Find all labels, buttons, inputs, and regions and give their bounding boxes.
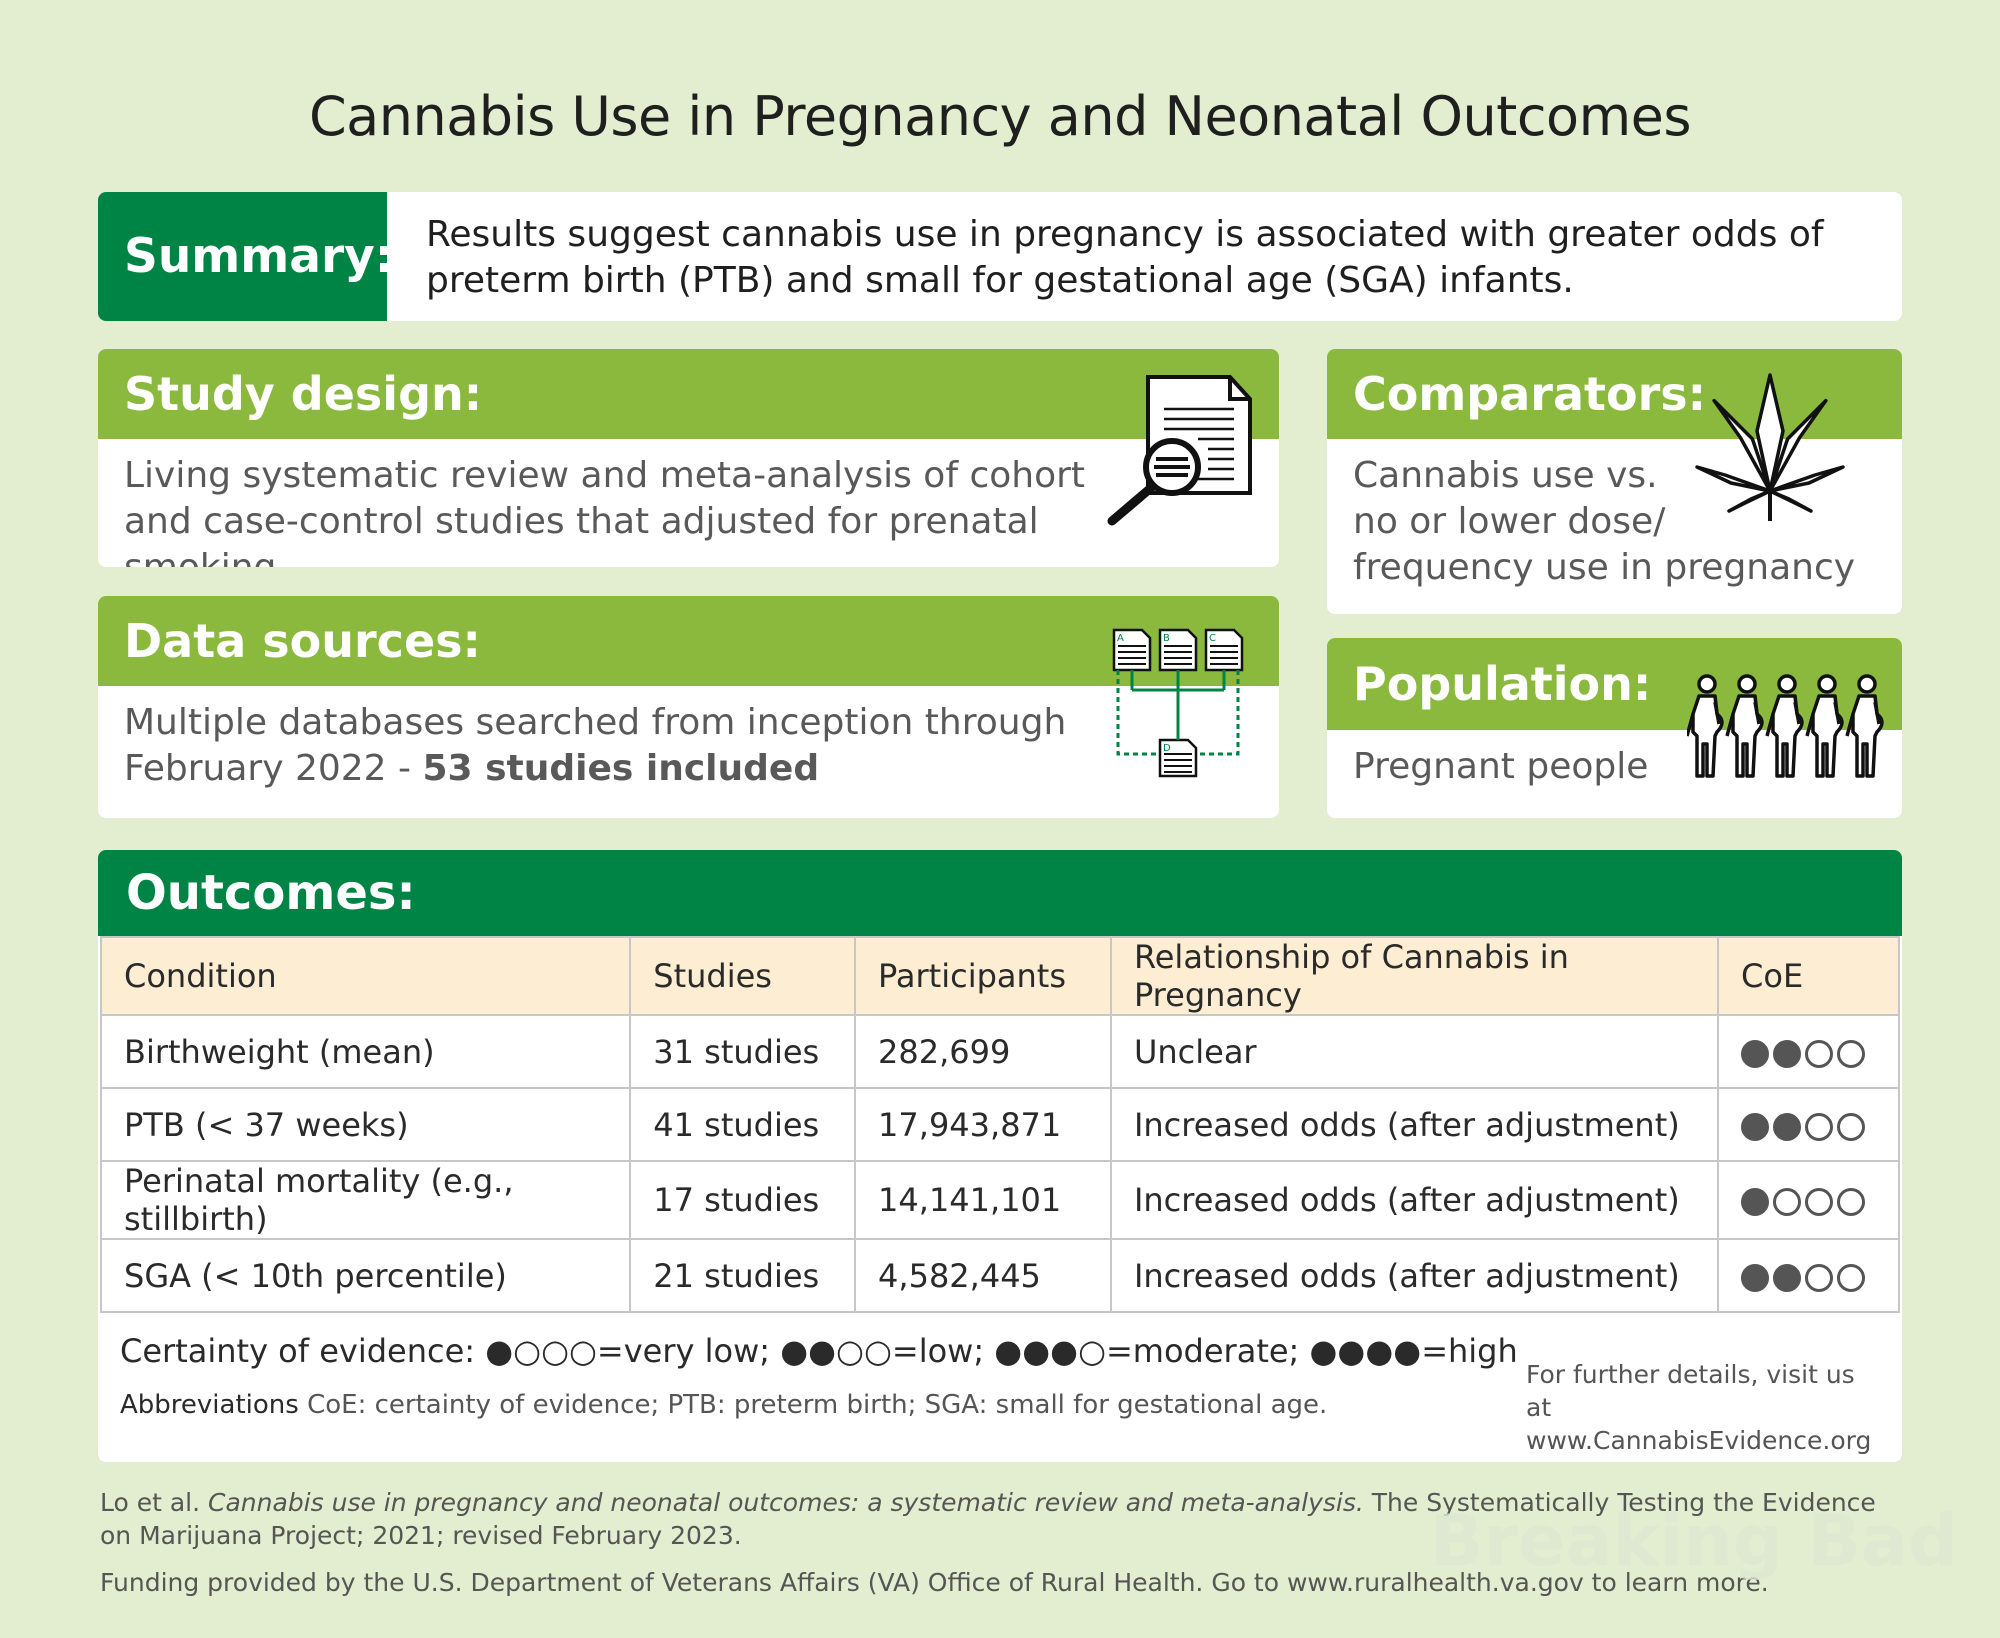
comparators-line-1: Cannabis use vs. [1353,455,1658,496]
data-sources-card: Data sources: Multiple databases searche… [98,596,1279,818]
website-link[interactable]: www.CannabisEvidence.org [1526,1426,1872,1455]
citation-rest: The Systematically Testing the Evidence … [100,1488,1876,1550]
citation: Lo et al. Cannabis use in pregnancy and … [100,1486,1900,1552]
population-header: Population: [1327,638,1902,730]
cell-condition: SGA (< 10th percentile) [99,1238,632,1313]
cell-coe [1717,1238,1900,1313]
watermark: Breaking Bad [1430,1500,1959,1582]
page-title: Cannabis Use in Pregnancy and Neonatal O… [308,85,1692,148]
empty-dot-icon [1805,1112,1834,1141]
summary-card: Summary: Results suggest cannabis use in… [98,192,1902,321]
outcomes-table: Condition Studies Participants Relations… [99,936,1900,1313]
summary-text: Results suggest cannabis use in pregnanc… [426,214,1824,301]
abbreviations: Abbreviations CoE: certainty of evidence… [120,1390,1327,1420]
abbreviations-label: Abbreviations [120,1390,299,1420]
empty-dot-icon [1805,1039,1834,1068]
empty-dot-icon [1805,1263,1834,1292]
cell-participants: 14,141,101 [854,1160,1112,1240]
database-documents-icon: A B C D [1112,628,1244,778]
cell-relationship: Increased odds (after adjustment) [1109,1087,1720,1162]
coe-dots [1741,1033,1869,1071]
filled-dot-icon [1773,1112,1802,1141]
filled-dot-icon [1773,1039,1802,1068]
document-magnifier-icon [1107,375,1252,526]
empty-dot-icon [1837,1263,1866,1292]
filled-dot-icon [1741,1039,1770,1068]
column-header-studies: Studies [629,936,857,1016]
empty-dot-icon [1837,1039,1866,1068]
comparators-line-3: frequency use in pregnancy [1353,547,1856,588]
coe-legend: Certainty of evidence: ●○○○=very low; ●●… [120,1332,1518,1370]
filled-dot-icon [1741,1112,1770,1141]
citation-author: Lo et al. [100,1488,209,1517]
pregnant-people-icon [1687,674,1884,778]
funding-note: Funding provided by the U.S. Department … [100,1568,1769,1597]
column-header-coe: CoE [1717,936,1900,1016]
column-header-participants: Participants [854,936,1112,1016]
cell-coe [1717,1160,1900,1240]
doc-letter-b: B [1163,633,1170,644]
doc-letter-d: D [1163,743,1171,754]
outcomes-header: Outcomes: [98,850,1902,936]
study-design-card: Study design: Living systematic review a… [98,349,1279,567]
citation-title: Cannabis use in pregnancy and neonatal o… [208,1488,1364,1517]
cell-condition: Birthweight (mean) [99,1014,632,1089]
filled-dot-icon [1741,1188,1770,1216]
cell-relationship: Increased odds (after adjustment) [1109,1160,1720,1240]
cell-studies: 17 studies [629,1160,857,1240]
cell-participants: 282,699 [854,1014,1112,1089]
cell-relationship: Increased odds (after adjustment) [1109,1238,1720,1313]
cell-participants: 4,582,445 [854,1238,1112,1313]
abbreviations-text: CoE: certainty of evidence; PTB: preterm… [298,1390,1328,1420]
cell-relationship: Unclear [1109,1014,1720,1089]
doc-letter-c: C [1209,633,1216,644]
table-header-row: Condition Studies Participants Relations… [99,936,1900,1016]
doc-letter-a: A [1117,633,1124,644]
cell-studies: 31 studies [629,1014,857,1089]
empty-dot-icon [1837,1112,1866,1141]
outcomes-card: Outcomes: Condition Studies Participants… [98,850,1902,1462]
cell-studies: 21 studies [629,1238,857,1313]
summary-label: Summary: [98,192,394,321]
empty-dot-icon [1773,1188,1802,1216]
data-sources-header: Data sources: [98,596,1279,686]
cell-participants: 17,943,871 [854,1087,1112,1162]
column-header-condition: Condition [99,936,632,1016]
comparators-line-2: no or lower dose/ [1353,501,1666,542]
cell-coe [1717,1014,1900,1089]
table-row: Birthweight (mean) 31 studies 282,699 Un… [99,1014,1900,1089]
coe-dots [1741,1106,1869,1144]
population-card: Population: Pregnant people [1327,638,1902,818]
empty-dot-icon [1837,1188,1866,1216]
column-header-relationship: Relationship of Cannabis in Pregnancy [1109,936,1720,1016]
empty-dot-icon [1805,1188,1834,1216]
further-details: For further details, visit us at www.Can… [1526,1358,1886,1457]
further-details-text: For further details, visit us at [1526,1360,1855,1422]
table-row: SGA (< 10th percentile) 21 studies 4,582… [99,1238,1900,1313]
cell-coe [1717,1087,1900,1162]
comparators-card: Comparators: Cannabis use vs. no or lowe… [1327,349,1902,614]
coe-dots [1741,1257,1869,1295]
filled-dot-icon [1741,1263,1770,1292]
cannabis-leaf-icon [1695,373,1845,521]
population-text: Pregnant people [1353,746,1649,787]
table-row: Perinatal mortality (e.g., stillbirth) 1… [99,1160,1900,1240]
data-sources-line-1: Multiple databases searched from incepti… [124,702,1067,743]
cell-condition: PTB (< 37 weeks) [99,1087,632,1162]
cell-studies: 41 studies [629,1087,857,1162]
coe-dots [1741,1181,1869,1219]
data-sources-date: February 2022 - [124,748,423,789]
study-design-header: Study design: [98,349,1279,439]
table-row: PTB (< 37 weeks) 41 studies 17,943,871 I… [99,1087,1900,1162]
data-sources-count: 53 studies included [422,748,820,789]
filled-dot-icon [1773,1263,1802,1292]
study-design-text: Living systematic review and meta-analys… [124,455,1086,567]
cell-condition: Perinatal mortality (e.g., stillbirth) [99,1160,632,1240]
data-sources-line-2: February 2022 - 53 studies included [124,746,819,792]
